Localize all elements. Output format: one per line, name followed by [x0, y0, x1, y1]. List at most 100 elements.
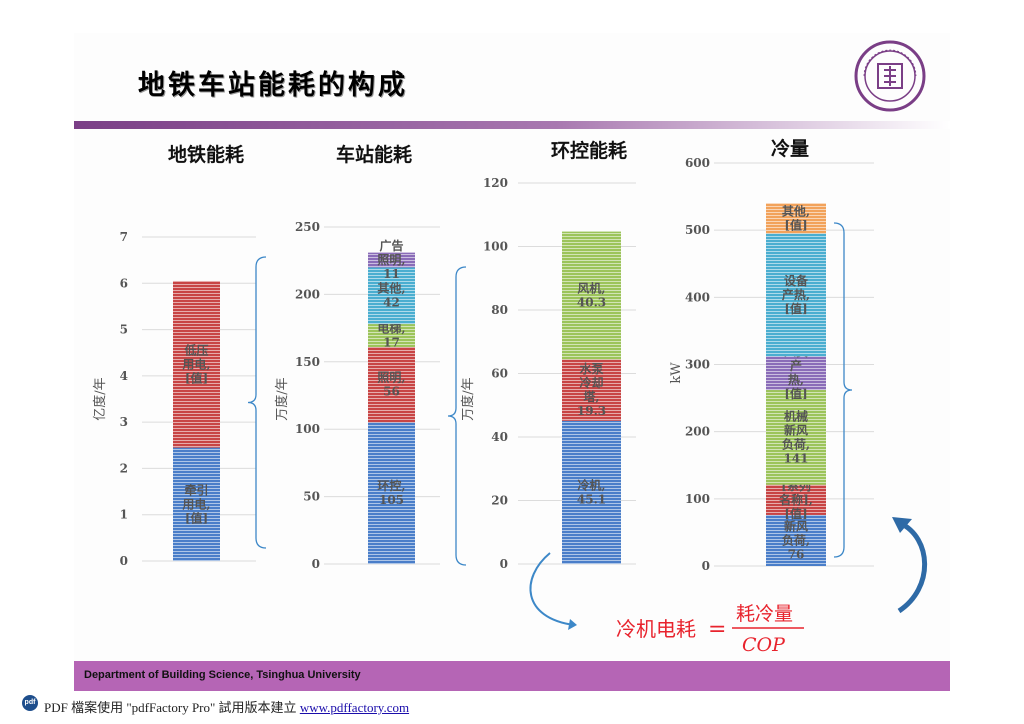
segment-label-line: 冷却	[579, 375, 603, 390]
y-tick-label: 0	[500, 557, 508, 571]
title-divider	[74, 121, 950, 129]
y-tick-label: 1	[120, 508, 128, 522]
segment-label-line: 水泵	[579, 361, 603, 376]
segment-label-line: 45.1	[577, 492, 606, 506]
segment-label-line: 设备	[784, 273, 809, 288]
formula-lhs: 冷机电耗	[616, 617, 696, 641]
slide: 地铁车站能耗的构成 地铁能耗 亿度/年 0 1 2 3 4 5 6 7 牵引用电, [值] 低压用电,[…	[74, 33, 950, 691]
chart-title: 环控能耗	[551, 139, 627, 162]
bar-segment-hatch	[368, 324, 415, 347]
y-tick-label: 200	[685, 425, 710, 439]
curved-arrow-left	[529, 552, 575, 626]
segment-label-line: 其他,	[377, 281, 405, 296]
y-tick-label: 400	[685, 290, 710, 304]
y-tick-label: 600	[685, 156, 710, 170]
bar-segment-hatch	[766, 203, 826, 234]
segment-label-line: [值]	[185, 370, 208, 385]
y-tick-label: 80	[491, 303, 508, 317]
bar-segment-hatch	[562, 420, 621, 564]
bar-segment-hatch	[766, 233, 826, 357]
slide-title: 地铁车站能耗的构成	[138, 70, 408, 101]
brace-station-to-hvac	[447, 266, 467, 566]
segment-label: 机械新风负荷, 141	[782, 408, 810, 465]
cooling-energy-formula: 冷机电耗 = 耗冷量 COP	[614, 598, 874, 658]
segment-label: 新风负荷, 76	[782, 518, 810, 561]
curved-arrow-right	[897, 520, 928, 614]
y-tick-label: 100	[295, 422, 320, 436]
segment-label: 照明, 56	[377, 370, 405, 399]
segment-label-line: 负荷,	[782, 436, 810, 451]
segment-label-line: [值]	[784, 386, 807, 401]
segment-label-line: [值]	[784, 301, 807, 316]
pdf-factory-link[interactable]: www.pdffactory.com	[299, 700, 410, 715]
y-tick-label: 3	[120, 415, 128, 429]
chart-title: 冷量	[771, 137, 809, 160]
pdf-icon: pdf	[22, 695, 38, 711]
segment-label-line: 76	[788, 547, 805, 561]
bar-segment-hatch	[766, 484, 826, 515]
bar-segment-hatch	[173, 280, 220, 448]
y-tick-label: 0	[120, 554, 128, 568]
segment-label: 低压用电, [值]	[181, 342, 210, 385]
bar-segment-hatch	[766, 390, 826, 485]
segment-label: 其他, [值]	[782, 203, 810, 232]
segment-label-line: [值]	[784, 506, 807, 521]
segment-label-line: [值]	[784, 217, 807, 232]
segment-label-line: 42	[383, 296, 400, 310]
y-tick-label: 5	[120, 323, 128, 337]
bar-segment-hatch	[562, 359, 621, 421]
y-tick-label: 250	[295, 220, 320, 234]
y-tick-label: 500	[685, 223, 710, 237]
bar-segment-hatch	[368, 422, 415, 564]
segment-label-line: 电梯,	[377, 321, 405, 336]
bar-segment-hatch	[368, 252, 415, 268]
segment-label-line: 56	[383, 385, 400, 399]
bar-segment-hatch	[766, 514, 826, 566]
segment-label-line: 照明,	[377, 370, 405, 385]
formula-numerator: 耗冷量	[736, 603, 793, 625]
segment-label: 其他, 42	[377, 281, 405, 310]
formula-denominator: COP	[742, 634, 786, 656]
y-tick-label: 100	[483, 240, 508, 254]
bar-segment-hatch	[562, 231, 621, 360]
y-tick-label: 300	[685, 358, 710, 372]
y-tick-label: 2	[120, 461, 128, 475]
segment-label-line: 11	[383, 267, 400, 281]
segment-label: 设备产热, [值]	[782, 273, 810, 316]
segment-label-line: 用电,	[181, 496, 210, 511]
y-tick-label: 120	[483, 176, 508, 190]
chart-title: 地铁能耗	[168, 143, 244, 166]
brace-cooling-total	[833, 222, 853, 558]
pdf-note: PDF 檔案使用 "pdfFactory Pro" 試用版本建立 www.pdf…	[44, 697, 409, 716]
curved-arrow-left-head	[568, 619, 577, 630]
y-tick-label: 7	[120, 230, 128, 244]
segment-label: 电梯, 17	[377, 321, 405, 350]
y-tick-label: 0	[312, 557, 320, 571]
y-tick-label: 100	[685, 492, 710, 506]
segment-label-line: 105	[379, 493, 404, 507]
segment-label-line: 用电,	[181, 356, 210, 371]
tsinghua-logo-icon	[854, 40, 926, 112]
segment-label-line: 产	[790, 358, 802, 373]
segment-label: 环控, 105	[377, 478, 405, 507]
pdf-note-text: PDF 檔案使用 "pdfFactory Pro" 試用版本建立	[44, 700, 300, 715]
segment-label: 风机, 40.3	[577, 281, 606, 310]
bar-segment-hatch	[173, 447, 220, 561]
segment-label: 牵引用电, [值]	[181, 482, 210, 525]
segment-label-line: 风机,	[577, 281, 605, 296]
y-axis-label: 亿度/年	[92, 377, 108, 420]
segment-label-line: [值]	[185, 510, 208, 525]
segment-label-line: 产热,	[782, 287, 810, 302]
segment-label-line: 新风	[784, 518, 808, 533]
y-tick-label: 60	[491, 367, 508, 381]
y-axis-label: 万度/年	[274, 377, 290, 420]
segment-label-line: 17	[383, 336, 400, 350]
segment-label: 冷机, 45.1	[577, 477, 606, 506]
bar-segment-hatch	[368, 346, 415, 423]
y-tick-label: 0	[702, 559, 710, 573]
curved-arrow-right-head	[892, 517, 912, 533]
segment-label: 广告照明, 11	[377, 238, 405, 281]
segment-label-line: 冷机,	[577, 477, 605, 492]
segment-label-line: 141	[783, 451, 808, 465]
